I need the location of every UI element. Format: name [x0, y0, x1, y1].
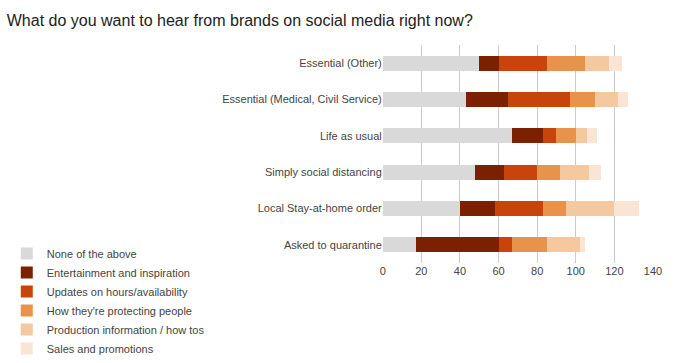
svg-text:Entertainment and inspiration: Entertainment and inspiration	[47, 267, 190, 279]
svg-text:140: 140	[644, 265, 662, 277]
svg-text:0: 0	[380, 265, 386, 277]
svg-text:Production information / how t: Production information / how tos	[47, 324, 205, 336]
svg-text:Essential (Other): Essential (Other)	[299, 57, 382, 69]
svg-text:100: 100	[567, 265, 585, 277]
svg-text:None of the above: None of the above	[47, 248, 137, 260]
svg-text:What do you want to hear from: What do you want to hear from brands on …	[7, 12, 473, 29]
svg-text:Life as usual: Life as usual	[320, 130, 382, 142]
svg-text:Simply social distancing: Simply social distancing	[265, 166, 382, 178]
svg-text:Local Stay-at-home order: Local Stay-at-home order	[258, 202, 382, 214]
svg-text:Essential (Medical, Civil Serv: Essential (Medical, Civil Service)	[222, 93, 382, 105]
svg-text:120: 120	[605, 265, 623, 277]
svg-text:Asked to quarantine: Asked to quarantine	[284, 239, 382, 251]
svg-text:60: 60	[492, 265, 504, 277]
svg-text:20: 20	[415, 265, 427, 277]
svg-text:40: 40	[454, 265, 466, 277]
svg-text:How they're protecting people: How they're protecting people	[47, 305, 192, 317]
svg-text:80: 80	[531, 265, 543, 277]
svg-text:Sales and promotions: Sales and promotions	[47, 343, 154, 355]
svg-text:Updates on hours/availability: Updates on hours/availability	[47, 286, 188, 298]
